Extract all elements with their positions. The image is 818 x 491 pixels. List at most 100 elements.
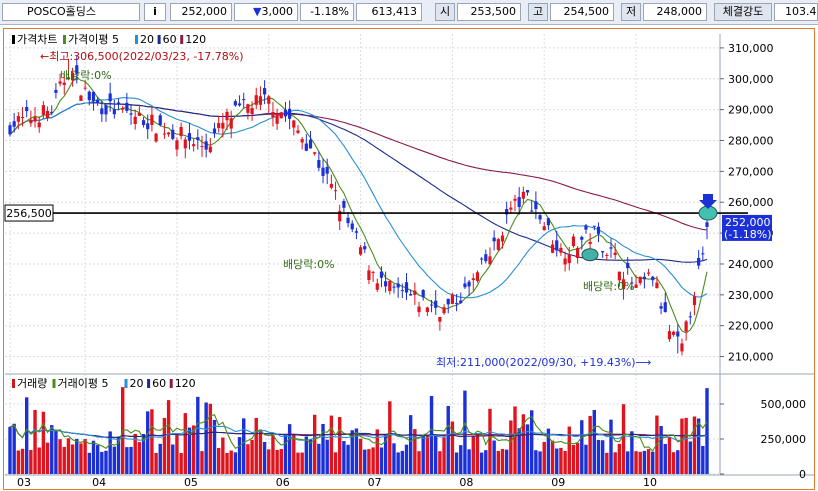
candle-body [221, 122, 225, 129]
volume-bar [338, 417, 342, 474]
open-price: 253,500 [457, 3, 521, 21]
volume-bar [676, 450, 680, 474]
volume-bar [609, 419, 613, 474]
volume-bar [571, 444, 576, 474]
current-price: 252,000 [170, 3, 232, 21]
candle-body [388, 281, 392, 292]
candle-body [346, 217, 350, 224]
volume-bar [158, 443, 162, 474]
candle-body [342, 201, 346, 208]
candle-body [158, 115, 162, 125]
price-legend-entry: 20 [140, 33, 154, 46]
volume-bar [91, 440, 96, 474]
low-price: 248,000 [643, 3, 707, 21]
volume-bar [596, 439, 601, 474]
current-change-label: (-1.18%) [724, 228, 772, 241]
candle-body [83, 87, 87, 89]
volume-bar [237, 437, 242, 474]
candle-body [638, 276, 642, 284]
price-legend-entry: 60 [163, 33, 177, 46]
volume-legend-swatch [52, 379, 56, 388]
candle-body [187, 133, 192, 141]
candle-body [509, 207, 513, 210]
candle-body [129, 113, 133, 115]
candle-body [684, 321, 688, 332]
candle-body [329, 183, 333, 188]
price-legend-swatch [12, 35, 15, 44]
volume-bar [196, 396, 200, 474]
candle-body [475, 272, 480, 281]
volume-bar [317, 443, 321, 474]
volume-legend-entry: 60 [152, 377, 166, 390]
volume-bar [50, 425, 54, 474]
candle-body [279, 112, 283, 119]
candle-body [655, 282, 659, 289]
candle-body [12, 121, 16, 127]
candle-body [384, 281, 388, 287]
candle-body [275, 113, 279, 124]
price-legend-swatch [180, 35, 184, 44]
volume-bar [383, 434, 388, 474]
candle-body [404, 282, 409, 293]
candle-body [296, 130, 300, 133]
volume-bar [692, 416, 697, 474]
candle-body [225, 111, 229, 121]
candle-body [500, 235, 505, 242]
volume-bar [513, 406, 517, 474]
candle-body [313, 152, 317, 154]
change-rate: -1.18% [300, 3, 354, 21]
candle-body [192, 144, 196, 147]
candle-body [29, 119, 33, 124]
candle-body [592, 225, 596, 227]
candle-body [609, 247, 613, 249]
reference-price-label: 256,500 [6, 207, 52, 220]
candle-body [146, 123, 150, 130]
candle-body [676, 331, 680, 337]
volume-bar [379, 447, 384, 474]
volume-bar [530, 410, 534, 474]
volume-bar [62, 446, 66, 474]
candle-body [358, 247, 363, 255]
candle-body [617, 271, 621, 281]
info-button[interactable]: i [144, 3, 166, 21]
candle-body [133, 116, 137, 125]
volume-bar [112, 446, 117, 474]
volume-bar [496, 450, 501, 474]
volume-bar [204, 402, 208, 474]
price-legend-swatch [63, 35, 66, 44]
volume-bar [500, 448, 505, 474]
candle-body [434, 300, 438, 308]
volume-bar [150, 409, 154, 474]
candle-body [371, 271, 375, 273]
stock-name-field[interactable]: POSCO홀딩스 [2, 3, 140, 21]
candle-body [550, 244, 555, 253]
volume-moving-averages [9, 414, 708, 452]
volume-bar [534, 450, 538, 474]
volume-bar [475, 434, 480, 474]
volume-bar [116, 436, 121, 474]
open-label: 시 [435, 3, 455, 21]
price-tick-label: 220,000 [728, 320, 774, 333]
candle-body [697, 257, 701, 266]
volume-bar [396, 452, 400, 474]
volume-legend-swatch [124, 379, 128, 388]
volume-bar [642, 450, 647, 474]
volume-bar [542, 441, 546, 474]
volume-bar [191, 425, 196, 474]
volume-bar [179, 452, 183, 474]
candle-body [258, 96, 263, 105]
volume-bar [37, 447, 41, 474]
volume-bar [584, 444, 588, 474]
candle-body [41, 105, 45, 115]
candle-body [246, 104, 250, 113]
month-label: 08 [459, 476, 473, 489]
candle-body [45, 110, 50, 119]
volume-bar [183, 413, 187, 474]
volume-bar [216, 448, 221, 474]
volume-bar [450, 421, 455, 474]
volume-bar [133, 433, 137, 474]
candle-body [534, 201, 538, 210]
volume-bar [371, 447, 375, 474]
volume-bar [325, 439, 329, 474]
